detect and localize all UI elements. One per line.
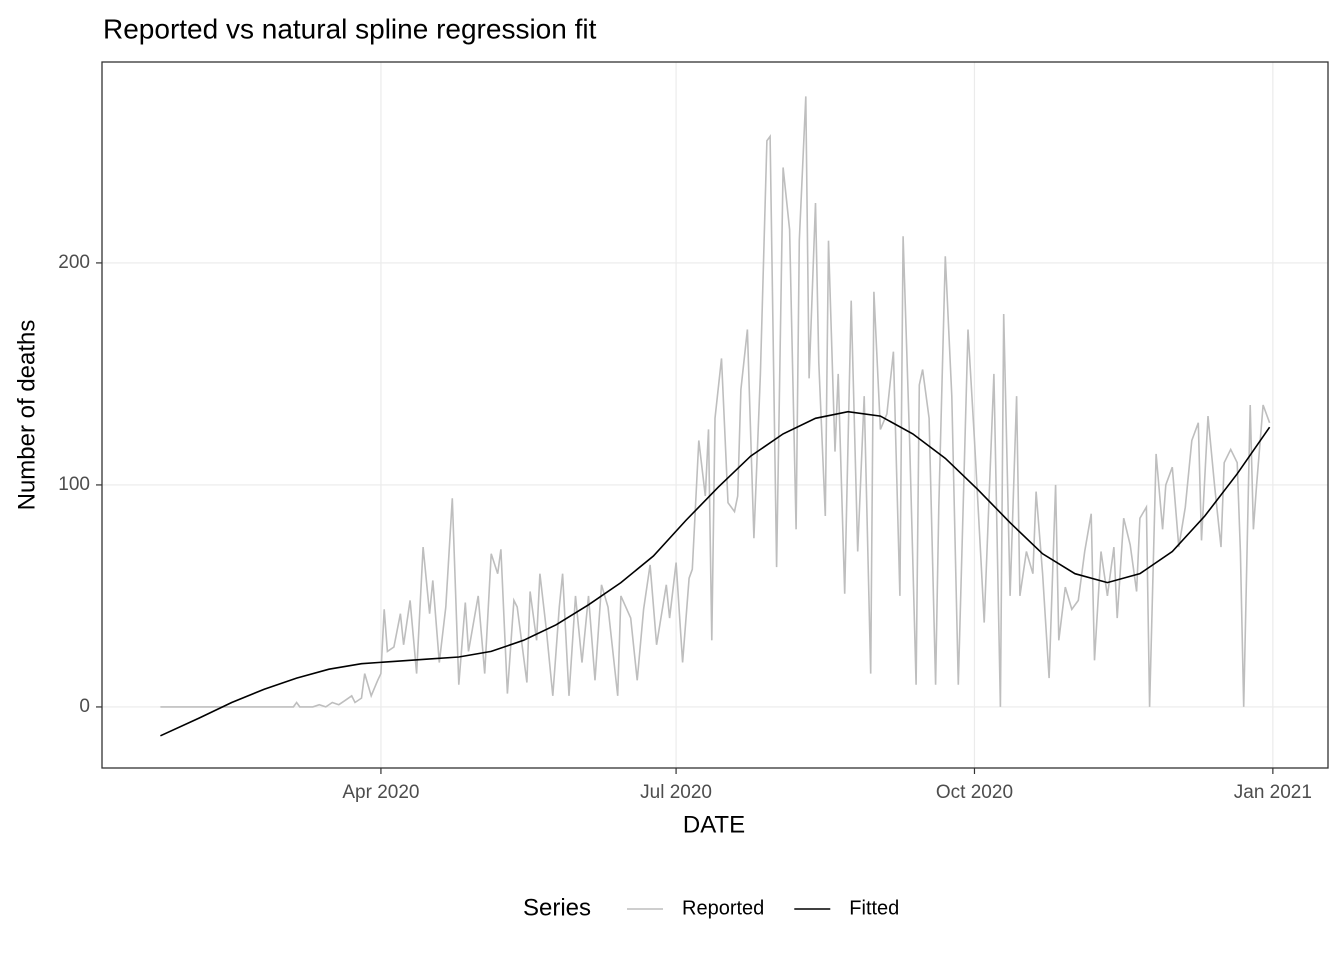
x-tick-label: Jan 2021 [1234, 782, 1312, 803]
plot-border [101, 61, 1329, 769]
x-tick-label: Apr 2020 [342, 782, 419, 803]
x-tick-label: Jul 2020 [640, 782, 712, 803]
y-axis-label: Number of deaths [13, 320, 40, 511]
legend-label: Reported [682, 897, 764, 919]
x-axis-label: DATE [683, 811, 745, 838]
data-line [160, 96, 1271, 708]
chart-title: Reported vs natural spline regression fi… [103, 13, 597, 44]
legend-title: Series [523, 894, 591, 921]
data-line [160, 410, 1271, 737]
legend-label: Fitted [849, 897, 899, 919]
y-tick-label: 200 [58, 252, 90, 273]
y-tick-label: 100 [58, 474, 90, 495]
x-tick-label: Oct 2020 [936, 782, 1013, 803]
y-tick-label: 0 [79, 696, 90, 717]
